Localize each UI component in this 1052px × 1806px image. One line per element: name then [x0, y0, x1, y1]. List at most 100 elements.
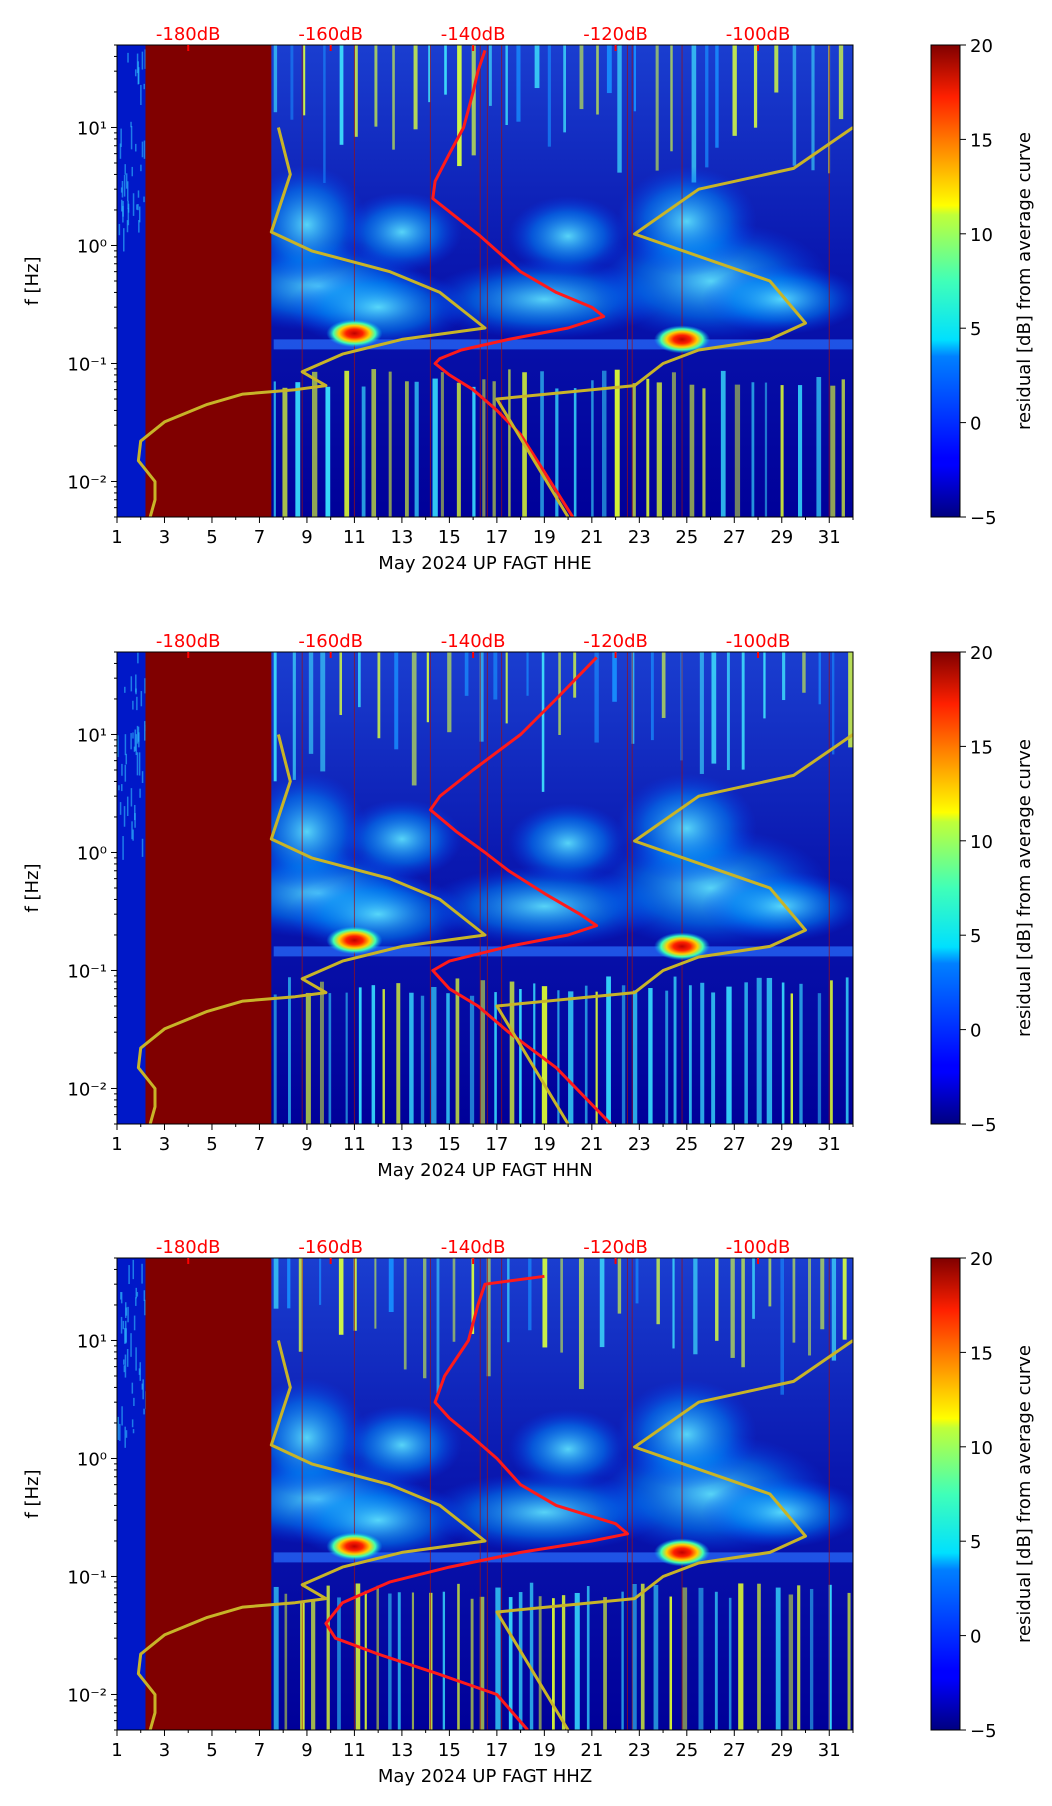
hf-streak [464, 652, 469, 696]
hf-streak [353, 1258, 357, 1331]
hf-streak [338, 1258, 344, 1335]
noise-speck [143, 196, 145, 203]
noise-speck [140, 84, 142, 106]
lf-streak [326, 1585, 330, 1730]
x-tick-label: 3 [159, 1740, 170, 1761]
microseism-glow [246, 164, 367, 285]
lf-streak [492, 381, 496, 517]
hf-streak [542, 1258, 548, 1348]
noise-speck [143, 1408, 145, 1415]
colorbar [930, 1257, 961, 1731]
noise-speck [138, 1368, 141, 1375]
noise-speck [139, 788, 141, 798]
hf-streak [596, 45, 599, 115]
lf-streak [284, 1593, 288, 1730]
colorbar-tick-label: 15 [970, 130, 993, 151]
hf-streak [287, 1258, 291, 1309]
lf-streak [766, 977, 773, 1124]
event-hotspot [326, 1532, 383, 1561]
lf-streak [595, 991, 598, 1124]
db-label: -180dB [156, 631, 221, 652]
lf-streak [319, 981, 324, 1124]
hf-streak [486, 1258, 491, 1377]
noise-speck [136, 752, 139, 776]
noise-speck [131, 1419, 134, 1428]
colorbar-tick-label: 0 [970, 1021, 981, 1042]
x-tick-label: 9 [301, 1134, 312, 1155]
x-tick-label: 15 [438, 527, 461, 548]
hf-streak [831, 1258, 837, 1361]
lf-streak [328, 993, 332, 1124]
lf-streak [656, 382, 662, 517]
hf-streak [730, 1258, 735, 1358]
plot-area [117, 45, 853, 517]
hf-streak [726, 652, 730, 771]
x-tick-label: 15 [438, 1740, 461, 1761]
hf-streak [447, 652, 452, 733]
noise-speck [138, 752, 141, 776]
lf-streak [738, 1583, 744, 1730]
noise-speck [144, 1299, 146, 1316]
hf-streak [547, 45, 551, 147]
db-label: -180dB [156, 24, 221, 45]
hf-streak [811, 45, 815, 171]
lf-streak [519, 989, 522, 1124]
colorbar-tick-label: 10 [970, 832, 993, 853]
lf-streak [847, 1592, 851, 1730]
lf-streak [540, 371, 544, 517]
db-label: -160dB [298, 1237, 363, 1258]
noise-speck [127, 1306, 129, 1323]
lf-streak [698, 1587, 704, 1730]
hf-streak [782, 652, 786, 701]
lf-streak [568, 991, 574, 1124]
db-label: -100dB [726, 631, 791, 652]
microseism-glow [616, 1379, 757, 1490]
x-tick-label: 1 [111, 1134, 122, 1155]
colorbar-label: residual [dB] from average curve [1014, 1345, 1035, 1643]
lf-streak [469, 995, 475, 1124]
lf-streak [669, 1596, 673, 1730]
hf-streak [808, 1258, 812, 1356]
microseism-glow [701, 264, 853, 335]
hf-streak [505, 45, 508, 126]
x-tick-label: 3 [159, 1134, 170, 1155]
noise-speck [132, 1429, 135, 1434]
noise-speck [119, 1423, 121, 1441]
hf-streak [452, 1258, 456, 1342]
hf-streak [578, 1258, 584, 1390]
noise-speck [136, 696, 138, 711]
lf-streak [621, 985, 626, 1124]
noise-speck [135, 143, 137, 152]
lf-streak [472, 386, 476, 517]
x-tick-label: 23 [628, 1740, 651, 1761]
noise-speck [120, 1292, 122, 1300]
noise-speck [130, 676, 133, 692]
noise-speck [130, 121, 132, 128]
x-tick-label: 15 [438, 1134, 461, 1155]
lf-streak [480, 980, 486, 1124]
noise-speck [131, 166, 133, 177]
y-tick-label: 10⁰ [77, 1449, 107, 1470]
hf-streak [711, 652, 717, 764]
lf-streak [396, 983, 401, 1124]
hf-streak [768, 1258, 772, 1307]
hf-streak [471, 1258, 475, 1334]
lf-streak [371, 369, 377, 517]
noise-speck [143, 721, 146, 741]
x-tick-label: 27 [723, 1134, 746, 1155]
microseism-glow [701, 871, 853, 942]
x-tick-label: 7 [254, 1740, 265, 1761]
hf-streak [802, 652, 806, 693]
noise-speck [134, 804, 136, 821]
lf-streak [541, 986, 548, 1124]
noise-speck [138, 206, 141, 223]
noise-speck [132, 829, 134, 841]
hf-streak [493, 652, 498, 700]
lf-streak [446, 993, 450, 1124]
colorbar-tick-label: 0 [970, 414, 981, 435]
db-label: -140dB [441, 631, 506, 652]
noise-speck [124, 1354, 127, 1378]
noise-speck [125, 753, 128, 765]
noise-speck [120, 187, 123, 193]
